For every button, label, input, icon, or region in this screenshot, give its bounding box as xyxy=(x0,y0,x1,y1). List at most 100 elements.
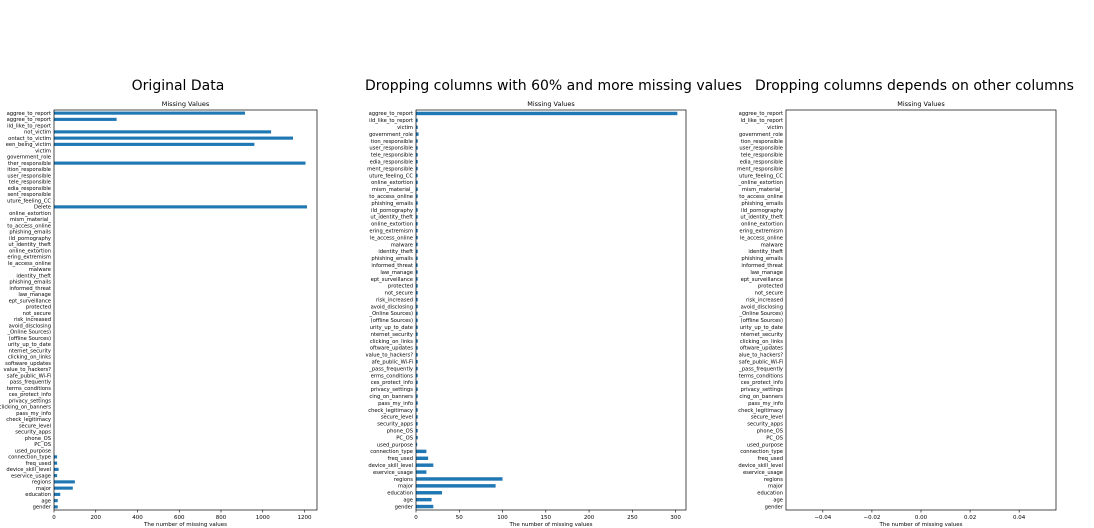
bar xyxy=(416,118,418,123)
bar xyxy=(416,270,418,274)
category-label: ther_responsible xyxy=(8,161,51,167)
category-label: used_purpose xyxy=(747,442,783,448)
category-label: regions xyxy=(32,480,51,486)
category-label: freq_used xyxy=(26,461,51,467)
bar xyxy=(416,146,418,150)
category-label: een_being_victim xyxy=(6,142,51,148)
category-label: identity_theft xyxy=(16,273,51,279)
category-label: gender xyxy=(395,504,414,510)
category-label: secure_level xyxy=(751,415,783,421)
x-tick-label: 0.02 xyxy=(964,515,976,521)
bar xyxy=(54,142,255,146)
category-label: used_purpose xyxy=(15,448,51,454)
category-label: uture_feeling_CC xyxy=(7,198,51,204)
category-label: software_updates xyxy=(5,361,51,367)
bar xyxy=(54,111,245,115)
category-label: government_role xyxy=(369,132,413,138)
category-label: eservice_usage xyxy=(373,470,413,476)
bar xyxy=(416,332,418,336)
category-label: eservice_usage xyxy=(743,470,783,476)
category-label: major xyxy=(36,486,52,492)
category-label: clicking_on_links xyxy=(8,355,51,361)
category-label: ild_pornography xyxy=(371,208,413,214)
bar xyxy=(416,470,427,474)
category-label: not_secure xyxy=(23,311,51,317)
bar xyxy=(416,442,418,447)
category-label: afe_public_Wi-Fi xyxy=(372,360,413,366)
category-label: nternet_security xyxy=(371,332,413,338)
x-axis-label: The number of missing values xyxy=(879,522,963,528)
bar xyxy=(416,132,419,136)
category-label: ept_surveillance xyxy=(9,298,51,304)
category-label: uture_feeling_CC xyxy=(369,173,413,179)
category-label: ces_protect_info xyxy=(9,392,51,398)
category-label: _online_extortion xyxy=(738,180,783,186)
bar xyxy=(416,160,418,164)
bar xyxy=(416,366,418,371)
bar xyxy=(416,242,418,247)
category-label: _pass_frequently xyxy=(368,366,413,372)
bar xyxy=(54,499,58,503)
bar xyxy=(54,161,306,165)
category-label: gender xyxy=(765,504,784,510)
category-label: security_apps xyxy=(15,430,51,436)
x-axis-label: The number of missing values xyxy=(509,522,593,528)
category-label: device_skill_level xyxy=(738,463,783,469)
category-label: phishing_emails xyxy=(9,230,51,236)
category-label: clicking_on_links xyxy=(370,339,413,345)
category-label: (offline Sources) xyxy=(371,318,413,324)
bar xyxy=(416,339,418,343)
x-tick-label: 50 xyxy=(456,515,463,521)
bar xyxy=(416,180,418,185)
category-label: connection_type xyxy=(8,455,51,461)
bar xyxy=(416,125,418,129)
category-label: connection_type xyxy=(370,449,413,455)
category-label: to_access_online xyxy=(369,194,413,200)
x-tick-label: 150 xyxy=(541,515,552,521)
category-label: freq_used xyxy=(388,456,413,462)
bar xyxy=(54,486,73,490)
x-tick-label: 300 xyxy=(670,515,681,521)
bar xyxy=(416,235,418,240)
bar xyxy=(416,504,434,509)
x-tick-label: 0.04 xyxy=(1013,515,1026,521)
category-label: nternet_security xyxy=(741,332,783,338)
chart-title: Missing Values xyxy=(162,100,210,108)
category-label: user_responsible xyxy=(7,173,51,179)
category-label: education xyxy=(387,491,413,497)
bar xyxy=(416,477,503,481)
category-label: device_skill_level xyxy=(368,463,413,469)
category-label: online_extortion xyxy=(371,222,413,228)
category-label: tele_responsible xyxy=(741,153,783,159)
bar xyxy=(416,208,418,212)
bar xyxy=(416,194,418,198)
bar xyxy=(416,360,418,364)
category-label: online_extortion xyxy=(9,248,51,254)
bar xyxy=(416,173,418,178)
bar xyxy=(416,456,429,460)
category-label: value_to_hackers? xyxy=(4,367,52,373)
category-label: informed_threat xyxy=(371,263,413,269)
category-label: secure_level xyxy=(19,423,51,429)
bar xyxy=(416,187,418,192)
category-label: to_access_online xyxy=(7,223,51,229)
bar xyxy=(416,277,418,281)
category-label: aggree_to_report xyxy=(7,117,51,123)
category-label: victim xyxy=(767,125,783,131)
category-label: clicking_on_banners xyxy=(0,405,51,411)
bar xyxy=(416,201,418,205)
x-axis-label: The number of missing values xyxy=(143,522,227,528)
category-label: secure_level xyxy=(381,415,413,421)
category-label: ering_extremism xyxy=(7,255,51,261)
category-label: terms_conditions xyxy=(7,386,52,392)
category-label: ering_extremism xyxy=(739,228,783,234)
category-label: (offline Sources) xyxy=(741,318,783,324)
category-label: user_responsible xyxy=(369,146,413,152)
plot-frame xyxy=(53,109,318,511)
category-label: not_victim xyxy=(24,130,51,136)
bar xyxy=(54,492,61,496)
category-label: urity_up_to_date xyxy=(370,325,413,331)
category-label: security_apps xyxy=(747,422,783,428)
category-label: ept_surveillance xyxy=(741,277,783,283)
bar xyxy=(54,474,58,478)
